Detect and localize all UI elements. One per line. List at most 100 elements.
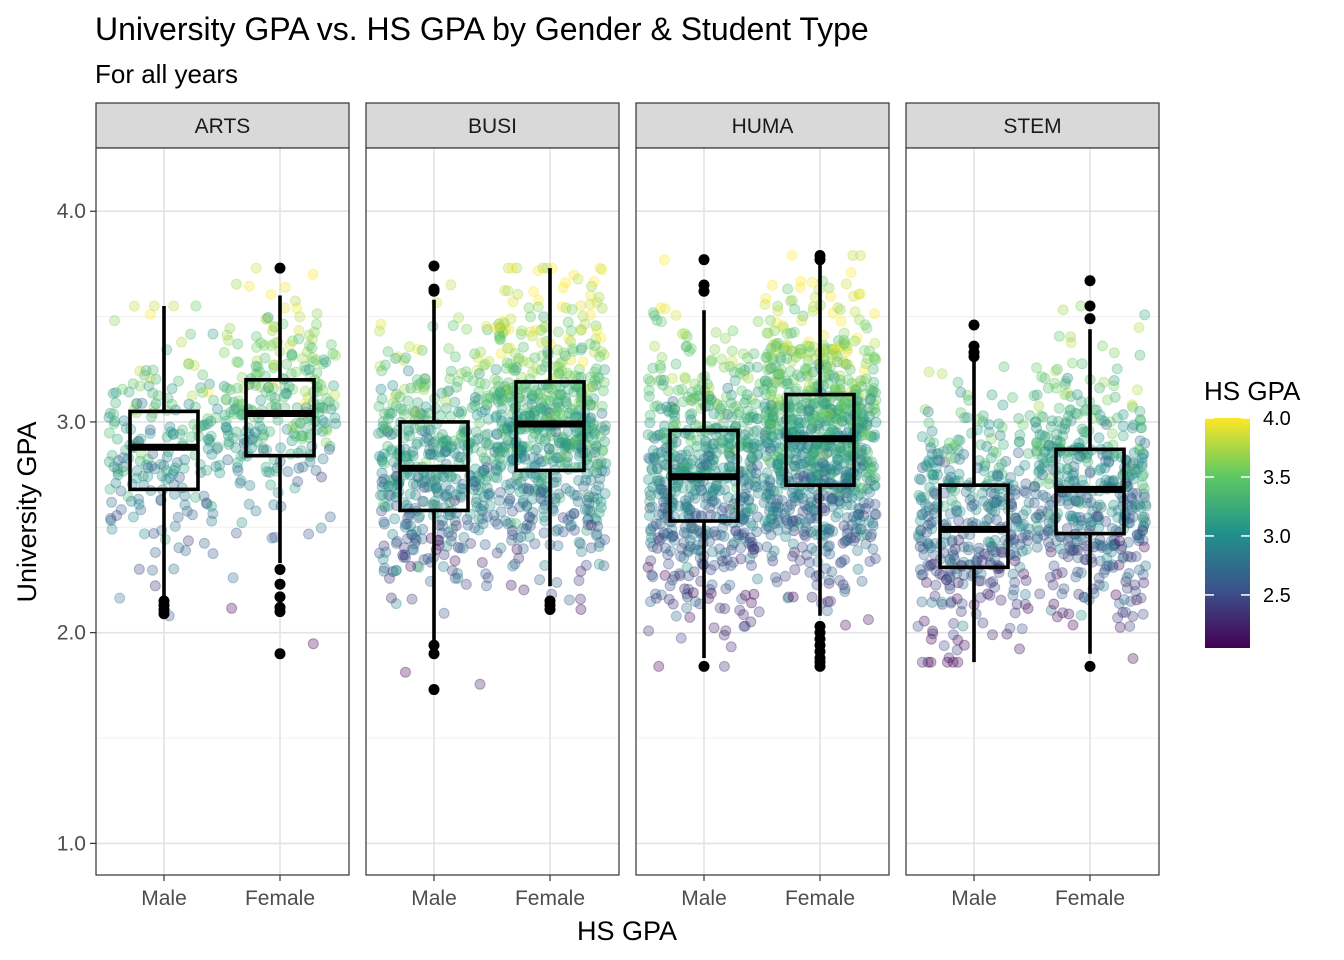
outlier-point bbox=[274, 578, 286, 590]
jitter-point bbox=[480, 568, 492, 580]
jitter-point bbox=[1059, 378, 1071, 390]
jitter-point bbox=[105, 514, 117, 526]
jitter-point bbox=[287, 335, 299, 347]
jitter-point bbox=[1004, 622, 1016, 634]
jitter-point bbox=[767, 339, 779, 351]
jitter-point bbox=[1051, 611, 1063, 623]
jitter-point bbox=[502, 285, 514, 297]
jitter-point bbox=[328, 399, 340, 411]
x-tick-label: Female bbox=[245, 887, 315, 910]
jitter-point bbox=[258, 429, 270, 441]
jitter-point bbox=[1048, 560, 1060, 572]
outlier-point bbox=[428, 639, 440, 651]
jitter-point bbox=[718, 629, 730, 641]
jitter-point bbox=[224, 322, 236, 334]
legend-label: 2.5 bbox=[1263, 585, 1291, 607]
jitter-point bbox=[440, 434, 452, 446]
jitter-point bbox=[580, 559, 592, 571]
jitter-point bbox=[689, 378, 701, 390]
jitter-point bbox=[941, 656, 953, 668]
jitter-point bbox=[407, 450, 419, 462]
iqr-box bbox=[244, 377, 316, 458]
jitter-point bbox=[659, 303, 671, 315]
jitter-point bbox=[600, 420, 611, 432]
jitter-point bbox=[926, 596, 938, 608]
jitter-point bbox=[469, 392, 481, 403]
jitter-point bbox=[836, 556, 848, 568]
jitter-point bbox=[167, 429, 179, 441]
jitter-point bbox=[1127, 422, 1138, 434]
jitter-point bbox=[457, 542, 469, 554]
jitter-point bbox=[832, 464, 844, 475]
jitter-point bbox=[423, 480, 435, 492]
jitter-point bbox=[384, 490, 396, 502]
jitter-point bbox=[475, 346, 487, 358]
jitter-point bbox=[376, 505, 387, 517]
jitter-point bbox=[207, 508, 219, 520]
jitter-point bbox=[430, 482, 442, 494]
jitter-point bbox=[387, 566, 399, 577]
y-tick-label: 4.0 bbox=[57, 200, 86, 223]
jitter-point bbox=[489, 471, 500, 483]
jitter-point bbox=[317, 384, 329, 396]
jitter-point bbox=[643, 625, 655, 637]
jitter-point bbox=[412, 436, 424, 448]
jitter-point bbox=[327, 348, 339, 360]
jitter-point bbox=[289, 482, 301, 494]
jitter-point bbox=[421, 432, 433, 444]
jitter-point bbox=[379, 562, 390, 574]
jitter-point bbox=[431, 482, 442, 494]
jitter-point bbox=[306, 342, 318, 354]
jitter-point bbox=[870, 354, 882, 365]
jitter-point bbox=[997, 399, 1009, 411]
jitter-point bbox=[266, 532, 278, 544]
jitter-point bbox=[666, 574, 678, 586]
jitter-point bbox=[150, 373, 162, 385]
jitter-point bbox=[465, 538, 477, 549]
jitter-point bbox=[777, 320, 789, 332]
jitter-point bbox=[585, 519, 597, 531]
jitter-point bbox=[378, 540, 390, 552]
jitter-point bbox=[222, 454, 234, 466]
legend-title: HS GPA bbox=[1204, 376, 1301, 406]
jitter-point bbox=[440, 480, 452, 492]
jitter-point bbox=[986, 389, 998, 401]
jitter-point bbox=[921, 577, 932, 588]
outlier-point bbox=[698, 254, 710, 266]
jitter-point bbox=[373, 400, 385, 412]
jitter-point bbox=[575, 344, 587, 356]
jitter-point bbox=[646, 501, 658, 513]
facet-panel-arts: ARTS Male Female bbox=[95, 102, 350, 910]
jitter-point bbox=[188, 360, 200, 371]
jitter-point bbox=[928, 508, 940, 519]
jitter-point bbox=[742, 352, 754, 364]
jitter-point bbox=[789, 564, 801, 576]
jitter-point bbox=[948, 618, 960, 629]
jitter-point bbox=[292, 476, 304, 488]
jitter-point bbox=[415, 407, 427, 419]
jitter-point bbox=[477, 518, 489, 530]
jitter-point bbox=[146, 460, 158, 472]
jitter-point bbox=[501, 357, 513, 369]
jitter-point bbox=[452, 541, 464, 553]
jitter-point bbox=[425, 448, 437, 460]
jitter-point bbox=[738, 527, 750, 539]
jitter-point bbox=[859, 345, 870, 356]
jitter-point bbox=[851, 378, 863, 390]
jitter-point bbox=[225, 384, 236, 396]
jitter-point bbox=[251, 436, 263, 448]
jitter-point bbox=[984, 589, 996, 601]
jitter-point bbox=[1051, 435, 1063, 447]
jitter-point bbox=[421, 481, 433, 493]
jitter-point bbox=[832, 453, 843, 465]
jitter-point bbox=[230, 278, 242, 290]
jitter-point bbox=[122, 491, 134, 502]
outlier-point bbox=[814, 249, 826, 261]
jitter-point bbox=[378, 448, 390, 460]
legend-label: 3.0 bbox=[1263, 526, 1291, 548]
jitter-point bbox=[479, 358, 491, 370]
jitter-point bbox=[726, 461, 738, 473]
jitter-point bbox=[304, 340, 315, 352]
jitter-point bbox=[667, 598, 679, 610]
jitter-point bbox=[915, 474, 927, 486]
